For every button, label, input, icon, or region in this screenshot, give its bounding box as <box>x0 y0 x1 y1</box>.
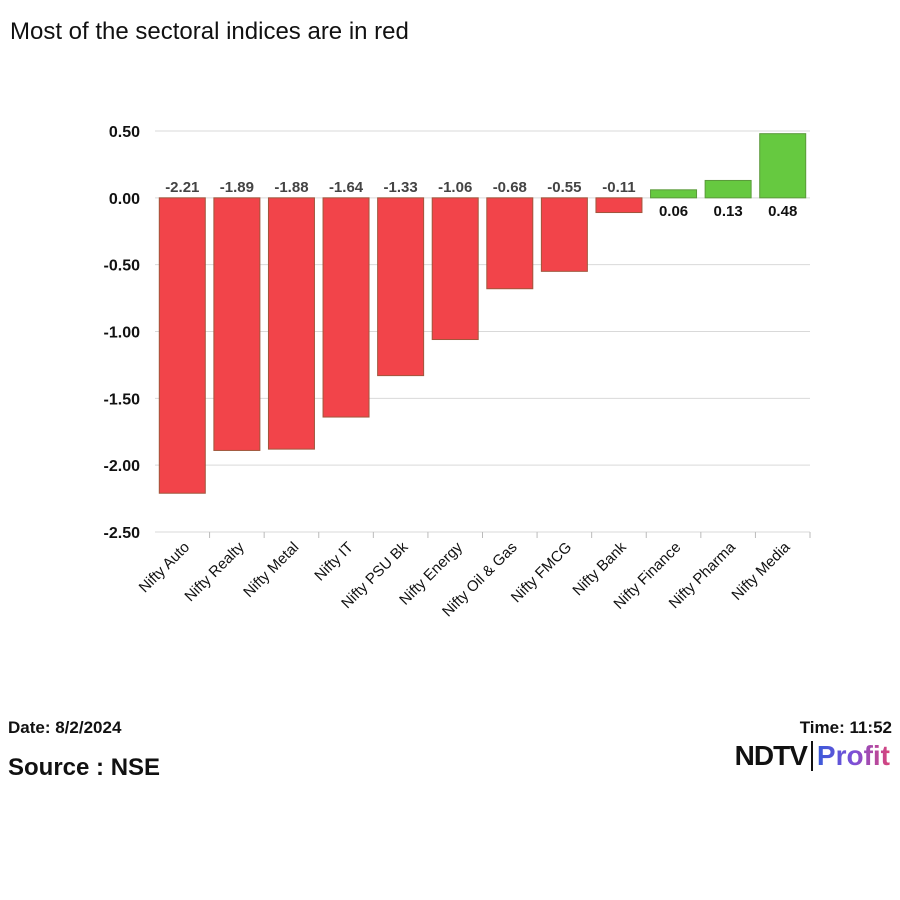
bar <box>650 189 698 199</box>
bar <box>158 197 206 494</box>
bar <box>704 179 752 199</box>
y-tick-label: -2.00 <box>104 458 141 475</box>
data-label: 0.48 <box>768 203 797 220</box>
data-label: -1.64 <box>329 179 364 196</box>
x-tick-label: Nifty IT <box>311 539 357 585</box>
bar <box>759 133 807 199</box>
bar <box>595 197 643 214</box>
data-label: -1.06 <box>438 179 472 196</box>
y-tick-label: -1.50 <box>104 391 141 408</box>
data-label: -1.33 <box>384 179 418 196</box>
time-label: Time: 11:52 <box>799 718 892 737</box>
data-label: -0.55 <box>547 179 581 196</box>
y-tick-label: -1.00 <box>104 325 141 342</box>
source-label: Source : NSE <box>8 754 161 781</box>
date-label: Date: 8/2/2024 <box>8 718 122 737</box>
logo-profit: Profit <box>816 740 890 771</box>
bar <box>540 197 588 272</box>
data-label: -1.88 <box>274 179 308 196</box>
x-tick-label: Nifty Realty <box>181 538 248 605</box>
bar <box>322 197 370 418</box>
bar <box>377 197 425 377</box>
logo-ndtv: NDTV <box>734 740 808 771</box>
logo-separator <box>810 741 813 771</box>
y-tick-label: 0.50 <box>109 124 140 141</box>
bar <box>431 197 479 341</box>
y-tick-label: -0.50 <box>104 258 141 275</box>
bar <box>213 197 261 451</box>
bar <box>267 197 315 450</box>
data-label: 0.13 <box>714 203 743 220</box>
x-tick-label: Nifty Auto <box>136 539 193 596</box>
y-tick-label: 0.00 <box>109 191 140 208</box>
ndtv-profit-logo: NDTV Profit <box>735 740 890 772</box>
x-tick-label: Nifty Metal <box>240 539 302 601</box>
data-label: -2.21 <box>165 179 199 196</box>
data-label: -1.89 <box>220 179 254 196</box>
data-label: -0.68 <box>493 179 527 196</box>
bar <box>486 197 534 290</box>
y-tick-label: -2.50 <box>104 525 141 542</box>
x-tick-label: Nifty Media <box>728 538 794 604</box>
data-label: -0.11 <box>602 179 635 196</box>
chart-title: Most of the sectoral indices are in red <box>10 18 409 45</box>
data-label: 0.06 <box>659 203 688 220</box>
